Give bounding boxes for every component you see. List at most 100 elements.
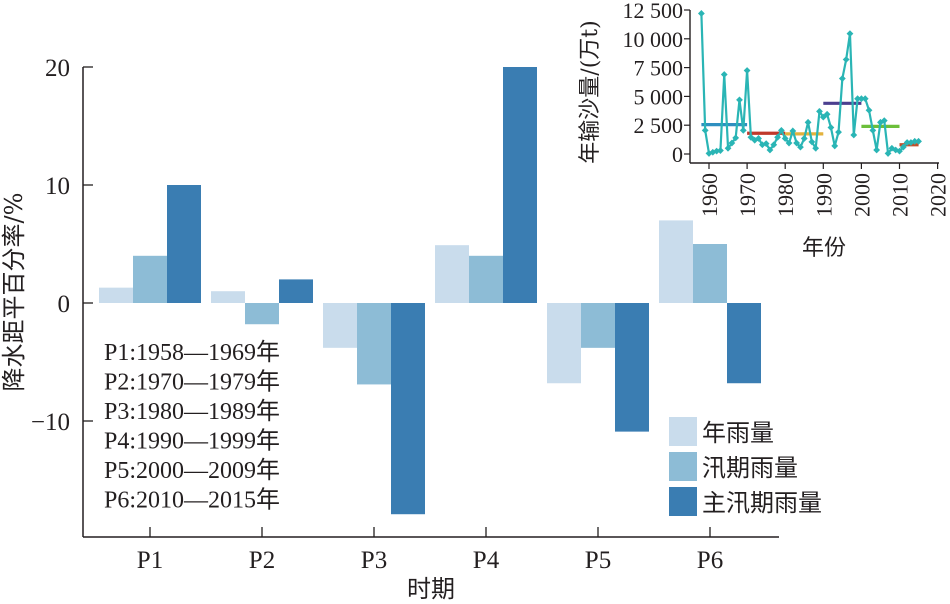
inset-x-tick-label: 1960 <box>697 173 722 217</box>
data-point-1996 <box>842 56 850 63</box>
x-axis-title: 时期 <box>407 575 455 603</box>
data-point-1982 <box>789 127 797 135</box>
bar-p5-series-1 <box>547 303 581 384</box>
data-point-1983 <box>793 139 801 147</box>
inset-x-tick-label: 2010 <box>888 173 913 217</box>
bar-p4-series-3 <box>503 67 537 303</box>
inset-y-tick-label: 2 500 <box>634 113 684 138</box>
data-point-2003 <box>869 126 877 134</box>
data-point-1986 <box>804 118 812 126</box>
x-tick-label-p6: P6 <box>697 547 723 574</box>
inset-x-tick-label: 2020 <box>926 173 950 217</box>
legend-swatch <box>669 452 697 481</box>
data-point-2014 <box>911 137 919 145</box>
x-tick-label-p3: P3 <box>361 547 387 574</box>
data-point-1976 <box>766 146 774 154</box>
bar-p4-series-1 <box>435 245 469 303</box>
y-tick-label: −10 <box>31 409 70 436</box>
data-point-1968 <box>736 96 743 104</box>
data-point-2012 <box>903 139 911 146</box>
data-point-1961 <box>709 148 717 156</box>
inset-y-tick-label: 7 500 <box>634 56 684 81</box>
data-point-1989 <box>816 107 823 115</box>
bar-p3-series-2 <box>357 303 391 385</box>
x-tick-label-p2: P2 <box>249 547 275 574</box>
bar-p1-series-2 <box>133 255 167 303</box>
inset-y-tick-label: 12 500 <box>623 0 684 23</box>
period-annotation: P6:2010—2015年 <box>104 487 280 514</box>
inset-y-ticks: 0 2 500 5 000 7 500 10 000 12 500 <box>623 0 690 167</box>
data-point-1978 <box>774 133 781 141</box>
bar-p6-series-3 <box>727 303 761 384</box>
bar-p6-series-1 <box>659 220 693 303</box>
legend-label: 主汛期雨量 <box>702 489 822 517</box>
data-point-2004 <box>873 146 881 154</box>
data-point-1970 <box>743 67 751 74</box>
inset-x-tick-label: 1980 <box>773 173 798 217</box>
data-point-1991 <box>823 110 831 118</box>
data-point-1992 <box>827 124 835 131</box>
data-point-1985 <box>800 135 808 142</box>
inset-x-tick-label: 1990 <box>811 173 836 217</box>
data-point-1994 <box>835 128 842 136</box>
data-point-1993 <box>831 142 839 150</box>
bar-p2-series-2 <box>245 303 279 325</box>
data-point-1958 <box>697 10 705 17</box>
data-point-1999 <box>854 95 861 103</box>
data-point-1977 <box>770 141 778 149</box>
data-point-1995 <box>838 75 846 82</box>
bar-p6-series-2 <box>693 244 727 303</box>
data-point-1987 <box>808 138 816 146</box>
inset-x-axis-title: 年份 <box>802 236 846 261</box>
bar-p5-series-2 <box>581 303 615 348</box>
y-ticks: −10 0 10 20 <box>31 55 93 436</box>
bar-p1-series-1 <box>99 287 133 303</box>
y-tick-label: 20 <box>45 55 70 82</box>
data-point-1997 <box>846 30 854 38</box>
legend-label: 汛期雨量 <box>702 454 798 482</box>
sediment-series-line <box>700 13 919 157</box>
data-point-1969 <box>739 126 747 134</box>
data-point-1988 <box>812 144 820 152</box>
main-axes <box>82 67 779 538</box>
y-tick-label: 10 <box>45 173 70 200</box>
period-annotation: P2:1970—1979年 <box>104 369 280 396</box>
bar-p3-series-3 <box>391 303 425 515</box>
bar-p1-series-3 <box>167 185 201 303</box>
inset-y-tick-label: 5 000 <box>634 84 684 109</box>
bar-p4-series-2 <box>469 255 503 303</box>
bar-p2-series-3 <box>279 279 313 303</box>
legend-swatch <box>669 417 697 446</box>
inset-x-tick-label: 1970 <box>735 173 760 217</box>
sediment-series-points <box>697 10 922 157</box>
y-tick-label: 0 <box>58 291 71 318</box>
period-annotation: P4:1990—1999年 <box>104 428 280 455</box>
data-point-1975 <box>762 140 770 148</box>
data-point-1984 <box>797 143 804 151</box>
legend-swatch <box>669 487 697 516</box>
bar-p2-series-1 <box>211 291 245 303</box>
data-point-2011 <box>899 143 907 151</box>
period-annotation: P3:1980—1989年 <box>104 398 280 425</box>
legend-label: 年雨量 <box>702 419 774 447</box>
x-tick-label-p1: P1 <box>137 547 163 574</box>
data-point-2000 <box>858 95 865 103</box>
data-point-2006 <box>880 117 888 124</box>
inset-x-tick-label: 2000 <box>849 173 874 217</box>
bar-p3-series-1 <box>323 303 357 348</box>
data-point-1964 <box>720 71 728 78</box>
data-point-1973 <box>755 135 762 142</box>
data-point-1998 <box>850 131 858 139</box>
period-annotation: P1:1958—1969年 <box>104 339 280 366</box>
sediment-inset-chart: 0 2 500 5 000 7 500 10 000 12 500 1960 1970 198… <box>578 0 950 261</box>
data-point-2007 <box>884 150 892 157</box>
data-point-2002 <box>865 106 873 114</box>
data-point-1980 <box>781 135 789 142</box>
data-point-2010 <box>896 147 903 155</box>
data-point-1967 <box>732 134 740 142</box>
inset-y-tick-label: 10 000 <box>623 27 684 52</box>
x-tick-label-p4: P4 <box>473 547 500 574</box>
